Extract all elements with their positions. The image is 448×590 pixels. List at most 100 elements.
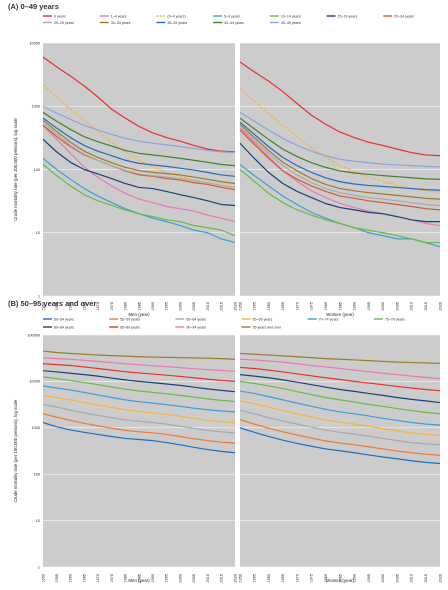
x-tick-label: 1995 bbox=[165, 302, 169, 310]
legend-label: 75–79 years bbox=[385, 317, 405, 321]
x-tick-label: 1985 bbox=[338, 574, 342, 582]
series-line bbox=[239, 117, 441, 180]
x-tick-label: 1980 bbox=[324, 574, 328, 582]
series-line bbox=[42, 56, 236, 153]
x-tick-label: 1965 bbox=[281, 574, 285, 582]
x-tick-label: 1955 bbox=[253, 574, 257, 582]
legend-label: 90–94 years bbox=[186, 325, 206, 329]
series-line bbox=[42, 394, 236, 424]
x-axis-label-men: Men (year) bbox=[128, 578, 150, 583]
x-tick-label: 1965 bbox=[82, 302, 86, 310]
x-tick-label: 1975 bbox=[310, 302, 314, 310]
series-line bbox=[42, 413, 236, 444]
x-tick-label: 2015 bbox=[424, 574, 428, 582]
x-tick-label: 2000 bbox=[381, 302, 385, 310]
x-tick-label: 2020 bbox=[438, 302, 442, 310]
x-tick-label: 1965 bbox=[281, 302, 285, 310]
facet-women: 1950 1955 1960 1965 1970 1975 1980 1985 1990 1995… bbox=[238, 334, 442, 583]
x-tick-label: 2000 bbox=[178, 574, 182, 582]
legend-label: 65–69 years bbox=[253, 317, 273, 321]
x-tick-label: 1955 bbox=[55, 574, 59, 582]
x-tick-label: 1960 bbox=[69, 302, 73, 310]
series-line bbox=[239, 400, 441, 436]
legend-label: 60–64 years bbox=[186, 317, 206, 321]
series-line bbox=[239, 358, 441, 380]
y-tick-label: 1 bbox=[38, 565, 40, 569]
legend-item: 30–34 years bbox=[99, 21, 131, 25]
x-tick-label: 1970 bbox=[96, 302, 100, 310]
legend-item: 80–84 years bbox=[43, 325, 74, 329]
series-line bbox=[239, 374, 441, 404]
x-tick-label: 1965 bbox=[82, 574, 86, 582]
x-tick-label: 1950 bbox=[41, 574, 45, 582]
y-tick-label: 10000 bbox=[29, 380, 40, 384]
x-tick-label: 1960 bbox=[267, 574, 271, 582]
legend-item: 70–74 years bbox=[307, 317, 339, 321]
series-line bbox=[239, 61, 441, 157]
series-line bbox=[42, 124, 236, 223]
y-tick-label: 100 bbox=[34, 168, 40, 172]
series-line bbox=[42, 376, 236, 403]
x-axis-label-men: Men (year) bbox=[128, 312, 150, 317]
y-tick-label: 100 bbox=[34, 473, 40, 477]
legend: 50–54 years 55–59 years 60–64 years 65–69 y… bbox=[43, 317, 405, 329]
series-line bbox=[42, 117, 236, 177]
x-tick-label: 1990 bbox=[151, 302, 155, 310]
legend-label: 80–84 years bbox=[54, 325, 74, 329]
legend-item: 85–89 years bbox=[109, 325, 140, 329]
x-axis-label-women: Women (year) bbox=[326, 312, 354, 317]
x-tick-label: 2005 bbox=[192, 302, 196, 310]
x-tick-label: 1960 bbox=[267, 302, 271, 310]
y-tick-label: 1 bbox=[38, 294, 40, 298]
x-tick-label: 2010 bbox=[410, 574, 414, 582]
legend-item: 20–24 years bbox=[383, 14, 414, 18]
x-tick-label: 1970 bbox=[96, 574, 100, 582]
series-line bbox=[42, 421, 236, 454]
facet-women: 1950 1955 1960 1965 1970 1975 1980 1985 1990 1995… bbox=[238, 42, 442, 317]
x-tick-label: 1955 bbox=[55, 302, 59, 310]
y-tick-label: 10000 bbox=[29, 41, 40, 45]
series-line bbox=[42, 370, 236, 393]
x-tick-label: 2000 bbox=[178, 302, 182, 310]
chart-panel-b: (B) 50–95 years and over 50–54 years 55–59… bbox=[8, 299, 442, 583]
x-tick-label: 2020 bbox=[438, 574, 442, 582]
x-tick-label: 1990 bbox=[353, 574, 357, 582]
x-tick-label: 1995 bbox=[367, 574, 371, 582]
series-line bbox=[42, 122, 236, 189]
legend-label: 35–39 years bbox=[167, 21, 187, 25]
x-tick-label: 2010 bbox=[410, 302, 414, 310]
series-line bbox=[239, 169, 440, 244]
x-tick-label: 1985 bbox=[137, 574, 141, 582]
legend-label: 0 years bbox=[54, 14, 66, 18]
x-tick-label: 1960 bbox=[69, 574, 73, 582]
x-tick-label: 1980 bbox=[324, 302, 328, 310]
legend-item: 40–44 years bbox=[213, 21, 244, 25]
x-tick-label: 1980 bbox=[124, 574, 128, 582]
x-tick-label: 1985 bbox=[137, 302, 141, 310]
x-tick-label: 2010 bbox=[206, 574, 210, 582]
y-axis-label: Crude mortality rate (per 100,000 person… bbox=[13, 399, 18, 502]
legend-label: 85–89 years bbox=[120, 325, 140, 329]
panel-title: (A) 0–49 years bbox=[8, 2, 59, 11]
series-line bbox=[42, 363, 236, 382]
y-axis-label: Crude mortality rate (per 100,000 person… bbox=[13, 118, 18, 221]
x-tick-label: 1950 bbox=[41, 302, 45, 310]
series-line bbox=[239, 88, 441, 193]
x-tick-label: 1995 bbox=[165, 574, 169, 582]
series-line bbox=[239, 123, 441, 200]
x-tick-label: 1950 bbox=[238, 574, 242, 582]
series-line bbox=[42, 111, 236, 167]
series-line bbox=[42, 357, 236, 372]
y-tick-label: 100000 bbox=[27, 333, 40, 337]
x-tick-label: 2020 bbox=[233, 302, 237, 310]
legend-item: 0 years bbox=[43, 14, 66, 18]
x-tick-label: 1955 bbox=[253, 302, 257, 310]
legend-label: 1–4 years bbox=[111, 14, 127, 18]
y-tick-label: 10 bbox=[36, 231, 40, 235]
x-tick-label: 2000 bbox=[381, 574, 385, 582]
series-line bbox=[239, 419, 441, 456]
legend-item: 90–94 years bbox=[175, 325, 206, 329]
x-tick-label: 2010 bbox=[206, 302, 210, 310]
